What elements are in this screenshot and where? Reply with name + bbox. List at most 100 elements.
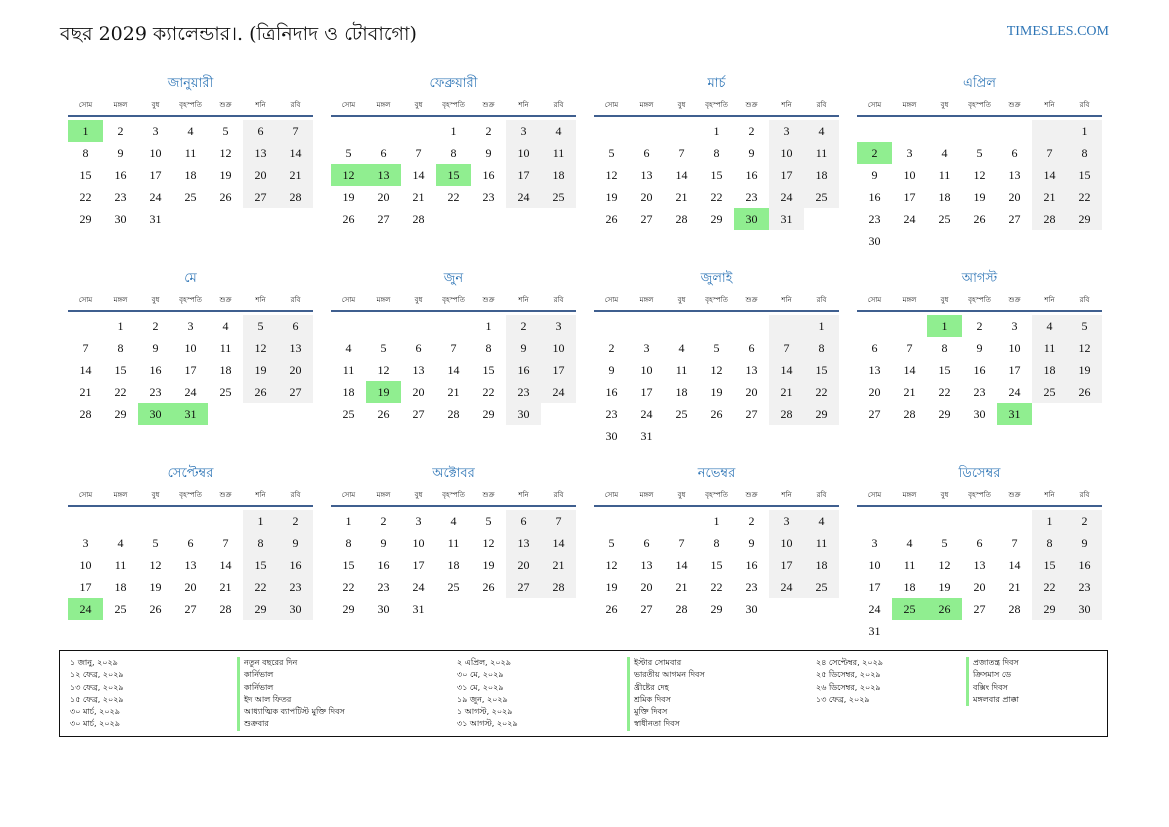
- weekday-label: রবি: [816, 491, 827, 499]
- days-grid: 1 2 3 4 5 6 7 8 9 10 11 12 13 14 15 16 17 18 19 20 21 22 23 24 2…: [68, 510, 313, 620]
- day-cell: 7: [1011, 536, 1018, 550]
- month-name: আগস্ট: [961, 271, 998, 286]
- day-cell: 16: [149, 363, 162, 377]
- day-cell: 2: [117, 124, 124, 138]
- empty-day-cell: [68, 315, 103, 337]
- legend-names-column: নতুন বছরের দিন কার্নিভাল কার্নিভাল ইদ আল ফি…: [237, 657, 345, 731]
- day-cell: 9: [871, 168, 878, 182]
- weekday-label: সোম: [78, 296, 93, 304]
- empty-day-cell: [927, 510, 962, 532]
- day-cell: 18: [1032, 359, 1067, 381]
- legend-date: ৩০ মার্চ, ২০২৯: [70, 719, 120, 729]
- day-cell: 22: [114, 385, 127, 399]
- day-cell: 26: [149, 602, 162, 616]
- day-cell: 24: [903, 212, 916, 226]
- day-cell: 17: [412, 558, 425, 572]
- weekday-label: শুক্র: [1008, 296, 1021, 304]
- weekday-label: শুক্র: [219, 491, 232, 499]
- weekday-header: সোম মঙ্গল বুধ বৃহস্পতি শুক্র শনি রবি: [857, 98, 1102, 117]
- day-cell: 18: [184, 168, 197, 182]
- day-cell: 22: [342, 580, 355, 594]
- legend-date: ৩০ মে, ২০২৯: [457, 670, 504, 680]
- weekday-label: মঙ্গল: [639, 296, 654, 304]
- holiday-legend: ১ জানু, ২০২৯ ১২ ফেব্র, ২০২৯ ১৩ ফেব্র, ২০২৯…: [59, 650, 1108, 737]
- legend-holiday-name: খ্রীষ্টের দেহ: [627, 681, 705, 694]
- day-cell: 6: [1011, 146, 1018, 160]
- day-cell: 5: [976, 146, 983, 160]
- holiday-day-cell: 31: [173, 403, 208, 425]
- day-cell: 22: [1067, 186, 1102, 208]
- day-cell: 30: [605, 429, 618, 443]
- day-cell: 29: [710, 212, 723, 226]
- weekday-header: সোম মঙ্গল বুধ বৃহস্পতি শুক্র শনি রবি: [68, 98, 313, 117]
- day-cell: 4: [541, 120, 576, 142]
- day-cell: 28: [447, 407, 460, 421]
- day-cell: 2: [506, 315, 541, 337]
- month-name: মে: [184, 271, 197, 286]
- day-cell: 18: [938, 190, 951, 204]
- day-cell: 10: [79, 558, 92, 572]
- day-cell: 27: [640, 602, 653, 616]
- weekday-label: বৃহস্পতি: [442, 296, 465, 304]
- empty-day-cell: [857, 315, 892, 337]
- days-grid: 1 2 3 4 5 6 7 8 9 10 11 12 13 14 15 16 17 18 19 20 21 22 23 24 2…: [331, 120, 576, 230]
- day-cell: 19: [149, 580, 162, 594]
- day-cell: 11: [541, 142, 576, 164]
- holiday-day-cell: 26: [927, 598, 962, 620]
- holiday-day-cell: 25: [892, 598, 927, 620]
- weekday-label: বুধ: [940, 101, 949, 109]
- day-cell: 12: [605, 558, 618, 572]
- month-calendar: এপ্রিল সোম মঙ্গল বুধ বৃহস্পতি শুক্র শনি রবি 1 2 3 4…: [857, 72, 1102, 267]
- day-cell: 31: [769, 208, 804, 230]
- day-cell: 30: [745, 602, 758, 616]
- month-calendar: আগস্ট সোম মঙ্গল বুধ বৃহস্পতি শুক্র শনি রবি 1 2 3 4 5…: [857, 267, 1102, 462]
- day-cell: 8: [82, 146, 89, 160]
- day-cell: 19: [605, 580, 618, 594]
- empty-day-cell: [997, 510, 1032, 532]
- day-cell: 14: [79, 363, 92, 377]
- day-cell: 4: [222, 319, 229, 333]
- day-cell: 28: [412, 212, 425, 226]
- day-cell: 23: [278, 576, 313, 598]
- site-link[interactable]: TIMESLES.COM: [1006, 24, 1109, 39]
- holiday-day-cell: 13: [366, 164, 401, 186]
- weekday-label: বুধ: [677, 101, 686, 109]
- day-cell: 18: [342, 385, 355, 399]
- day-cell: 26: [377, 407, 390, 421]
- day-cell: 7: [906, 341, 913, 355]
- empty-day-cell: [664, 315, 699, 337]
- weekday-label: শুক্র: [1008, 101, 1021, 109]
- holiday-day-cell: 1: [68, 120, 103, 142]
- day-cell: 22: [710, 190, 723, 204]
- weekday-label: রবি: [553, 296, 564, 304]
- day-cell: 27: [745, 407, 758, 421]
- day-cell: 18: [114, 580, 127, 594]
- day-cell: 12: [243, 337, 278, 359]
- day-cell: 21: [675, 190, 688, 204]
- day-cell: 15: [1067, 164, 1102, 186]
- day-cell: 9: [152, 341, 159, 355]
- legend-holiday-name: মুক্তি দিবস: [627, 706, 705, 719]
- empty-day-cell: [436, 315, 471, 337]
- weekday-label: শুক্র: [745, 491, 758, 499]
- month-name: ফেব্রুয়ারী: [429, 76, 478, 91]
- empty-day-cell: [366, 315, 401, 337]
- day-cell: 10: [541, 337, 576, 359]
- day-cell: 1: [485, 319, 492, 333]
- empty-day-cell: [962, 510, 997, 532]
- legend-holiday-name: শুক্রবার: [237, 718, 345, 731]
- day-cell: 11: [447, 536, 460, 550]
- legend-date: ১ আগস্ট, ২০২৯: [457, 707, 513, 717]
- day-cell: 4: [1032, 315, 1067, 337]
- day-cell: 30: [868, 234, 881, 248]
- day-cell: 10: [1008, 341, 1021, 355]
- weekday-label: শনি: [781, 296, 792, 304]
- day-cell: 7: [82, 341, 89, 355]
- day-cell: 12: [605, 168, 618, 182]
- day-cell: 15: [482, 363, 495, 377]
- day-cell: 24: [506, 186, 541, 208]
- day-cell: 4: [450, 514, 457, 528]
- day-cell: 14: [1032, 164, 1067, 186]
- weekday-label: মঙ্গল: [902, 491, 917, 499]
- day-cell: 7: [678, 536, 685, 550]
